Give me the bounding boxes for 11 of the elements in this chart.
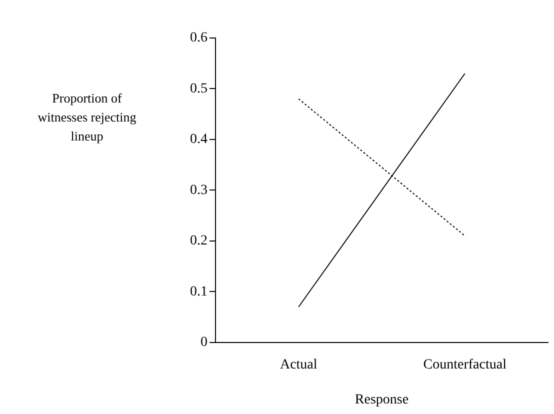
y-tick-label: 0.2	[190, 234, 208, 249]
y-tick-label: 0.1	[190, 284, 208, 300]
y-axis-title: Proportion of witnesses rejecting lineup	[38, 90, 137, 144]
y-tick-label: 0	[200, 335, 208, 350]
y-tick-label: 0.4	[190, 132, 208, 148]
x-axis-title: Response	[354, 392, 409, 408]
x-tick-label: Counterfactual	[423, 357, 507, 372]
y-tick-label: 0.5	[190, 81, 208, 96]
y-tick-label: 0.6	[190, 30, 208, 46]
y-tick-label: 0.3	[190, 182, 208, 198]
x-tick-label: Actual	[280, 357, 318, 372]
